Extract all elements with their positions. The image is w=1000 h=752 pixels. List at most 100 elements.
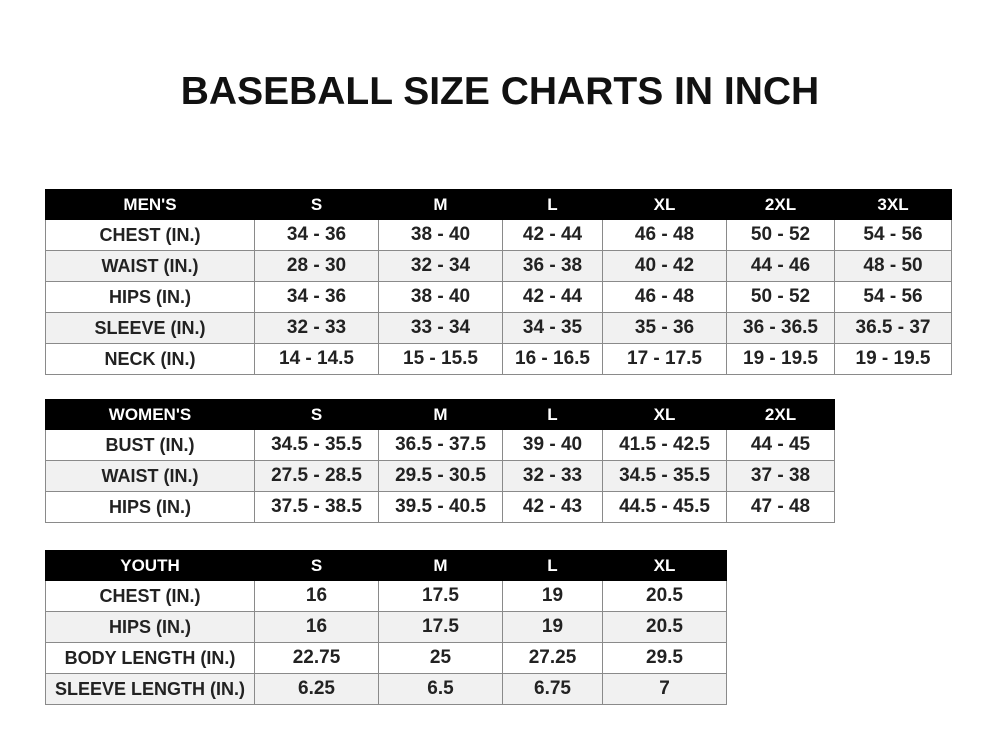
table-row: HIPS (IN.) 16 17.5 19 20.5 — [45, 611, 727, 643]
size-value: 6.5 — [378, 673, 503, 705]
size-value: 44 - 45 — [726, 429, 835, 461]
table-row: CHEST (IN.) 16 17.5 19 20.5 — [45, 580, 727, 612]
size-value: 33 - 34 — [378, 312, 503, 344]
table-row: HIPS (IN.) 34 - 36 38 - 40 42 - 44 46 - 48 50… — [45, 281, 952, 313]
category-header: YOUTH — [45, 550, 255, 581]
measurement-label: SLEEVE LENGTH (IN.) — [45, 673, 255, 705]
size-value: 36.5 - 37.5 — [378, 429, 503, 461]
measurement-label: CHEST (IN.) — [45, 580, 255, 612]
table-row: WAIST (IN.) 27.5 - 28.5 29.5 - 30.5 32 - 33… — [45, 460, 835, 492]
size-value: 19 - 19.5 — [726, 343, 835, 375]
table-row: WAIST (IN.) 28 - 30 32 - 34 36 - 38 40 - 42 4… — [45, 250, 952, 282]
size-value: 54 - 56 — [834, 219, 952, 251]
size-value: 16 — [254, 611, 379, 643]
size-header: 3XL — [834, 189, 952, 220]
table-row: BUST (IN.) 34.5 - 35.5 36.5 - 37.5 39 - 40 4… — [45, 429, 835, 461]
size-value: 36 - 38 — [502, 250, 603, 282]
measurement-label: SLEEVE (IN.) — [45, 312, 255, 344]
table-row: SLEEVE (IN.) 32 - 33 33 - 34 34 - 35 35 - 36… — [45, 312, 952, 344]
table-row: NECK (IN.) 14 - 14.5 15 - 15.5 16 - 16.5 17 … — [45, 343, 952, 375]
size-value: 28 - 30 — [254, 250, 379, 282]
size-header: L — [502, 399, 603, 430]
size-value: 29.5 — [602, 642, 727, 674]
measurement-label: HIPS (IN.) — [45, 281, 255, 313]
womens-size-table: WOMEN'S S M L XL 2XL BUST (IN.) 34.5 - 35.5 36.5… — [45, 399, 835, 523]
size-value: 17.5 — [378, 580, 503, 612]
size-value: 46 - 48 — [602, 219, 727, 251]
size-value: 42 - 44 — [502, 281, 603, 313]
mens-size-table: MEN'S S M L XL 2XL 3XL CHEST (IN.) 34 - 36 38 - 4… — [45, 189, 952, 375]
size-header: XL — [602, 189, 727, 220]
size-value: 44 - 46 — [726, 250, 835, 282]
size-value: 17.5 — [378, 611, 503, 643]
size-value: 34.5 - 35.5 — [254, 429, 379, 461]
size-value: 16 - 16.5 — [502, 343, 603, 375]
size-value: 20.5 — [602, 580, 727, 612]
size-value: 50 - 52 — [726, 219, 835, 251]
size-header: XL — [602, 550, 727, 581]
size-value: 19 — [502, 580, 603, 612]
size-value: 39 - 40 — [502, 429, 603, 461]
size-value: 34 - 35 — [502, 312, 603, 344]
size-value: 36.5 - 37 — [834, 312, 952, 344]
size-value: 38 - 40 — [378, 219, 503, 251]
header-row: WOMEN'S S M L XL 2XL — [45, 399, 835, 430]
size-value: 34 - 36 — [254, 281, 379, 313]
size-header: M — [378, 189, 503, 220]
size-value: 44.5 - 45.5 — [602, 491, 727, 523]
measurement-label: WAIST (IN.) — [45, 250, 255, 282]
category-header: MEN'S — [45, 189, 255, 220]
size-value: 39.5 - 40.5 — [378, 491, 503, 523]
measurement-label: NECK (IN.) — [45, 343, 255, 375]
size-header: M — [378, 399, 503, 430]
size-header: S — [254, 550, 379, 581]
size-value: 25 — [378, 642, 503, 674]
size-value: 40 - 42 — [602, 250, 727, 282]
size-value: 17 - 17.5 — [602, 343, 727, 375]
size-header: XL — [602, 399, 727, 430]
page-title: BASEBALL SIZE CHARTS IN INCH — [180, 70, 820, 113]
size-value: 48 - 50 — [834, 250, 952, 282]
youth-size-table: YOUTH S M L XL CHEST (IN.) 16 17.5 19 20.5 HIPS (I… — [45, 550, 727, 705]
size-value: 41.5 - 42.5 — [602, 429, 727, 461]
size-header: L — [502, 189, 603, 220]
size-value: 32 - 33 — [254, 312, 379, 344]
size-value: 19 — [502, 611, 603, 643]
size-value: 42 - 43 — [502, 491, 603, 523]
size-value: 7 — [602, 673, 727, 705]
size-value: 37.5 - 38.5 — [254, 491, 379, 523]
measurement-label: BODY LENGTH (IN.) — [45, 642, 255, 674]
size-header: S — [254, 399, 379, 430]
size-value: 29.5 - 30.5 — [378, 460, 503, 492]
category-header: WOMEN'S — [45, 399, 255, 430]
size-value: 42 - 44 — [502, 219, 603, 251]
size-value: 20.5 — [602, 611, 727, 643]
size-value: 32 - 33 — [502, 460, 603, 492]
size-value: 22.75 — [254, 642, 379, 674]
size-value: 54 - 56 — [834, 281, 952, 313]
size-value: 38 - 40 — [378, 281, 503, 313]
size-value: 36 - 36.5 — [726, 312, 835, 344]
header-row: YOUTH S M L XL — [45, 550, 727, 581]
size-value: 6.75 — [502, 673, 603, 705]
size-value: 6.25 — [254, 673, 379, 705]
size-value: 35 - 36 — [602, 312, 727, 344]
size-value: 46 - 48 — [602, 281, 727, 313]
measurement-label: CHEST (IN.) — [45, 219, 255, 251]
table-row: SLEEVE LENGTH (IN.) 6.25 6.5 6.75 7 — [45, 673, 727, 705]
table-row: CHEST (IN.) 34 - 36 38 - 40 42 - 44 46 - 48 5… — [45, 219, 952, 251]
size-value: 14 - 14.5 — [254, 343, 379, 375]
size-value: 34.5 - 35.5 — [602, 460, 727, 492]
table-row: HIPS (IN.) 37.5 - 38.5 39.5 - 40.5 42 - 43 4… — [45, 491, 835, 523]
measurement-label: BUST (IN.) — [45, 429, 255, 461]
size-value: 27.25 — [502, 642, 603, 674]
size-header: L — [502, 550, 603, 581]
measurement-label: HIPS (IN.) — [45, 611, 255, 643]
size-value: 50 - 52 — [726, 281, 835, 313]
size-value: 47 - 48 — [726, 491, 835, 523]
size-value: 16 — [254, 580, 379, 612]
measurement-label: WAIST (IN.) — [45, 460, 255, 492]
size-value: 19 - 19.5 — [834, 343, 952, 375]
size-value: 32 - 34 — [378, 250, 503, 282]
size-header: 2XL — [726, 189, 835, 220]
